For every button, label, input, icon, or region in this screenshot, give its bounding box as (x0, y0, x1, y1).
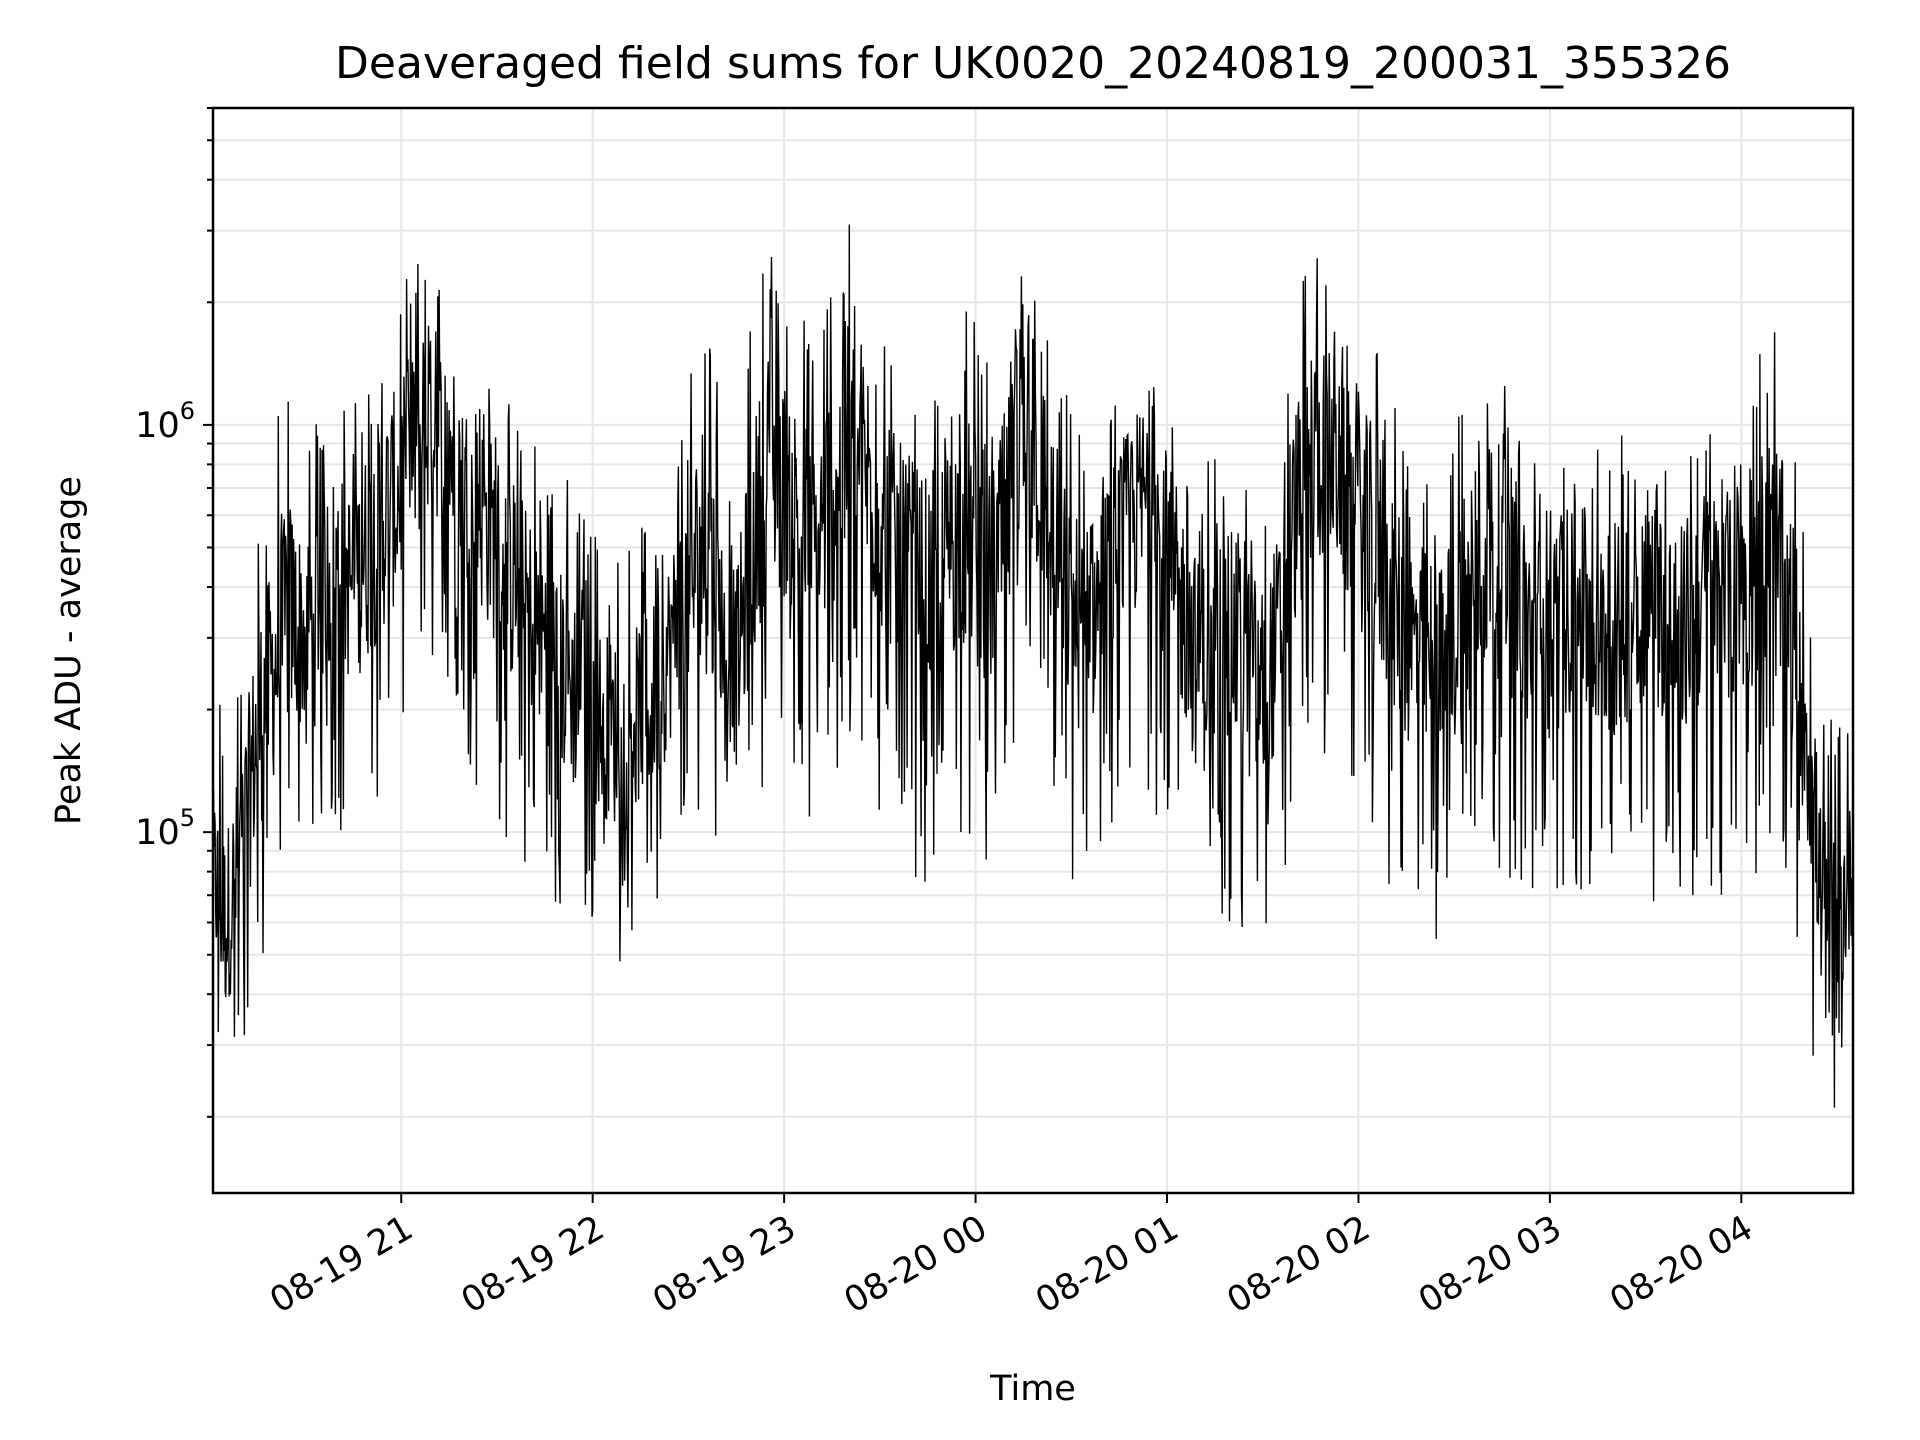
chart-title: Deaveraged field sums for UK0020_2024081… (335, 38, 1731, 89)
grid-lines (213, 107, 1853, 1193)
series-line (212, 224, 1854, 1108)
data-series (212, 224, 1854, 1108)
x-axis-label: Time (989, 1369, 1076, 1409)
y-axis-label: Peak ADU - average (49, 476, 89, 825)
y-tick-label: 105 (135, 804, 195, 853)
y-tick-label: 106 (135, 397, 195, 446)
plot-area-frame (211, 106, 1855, 1195)
